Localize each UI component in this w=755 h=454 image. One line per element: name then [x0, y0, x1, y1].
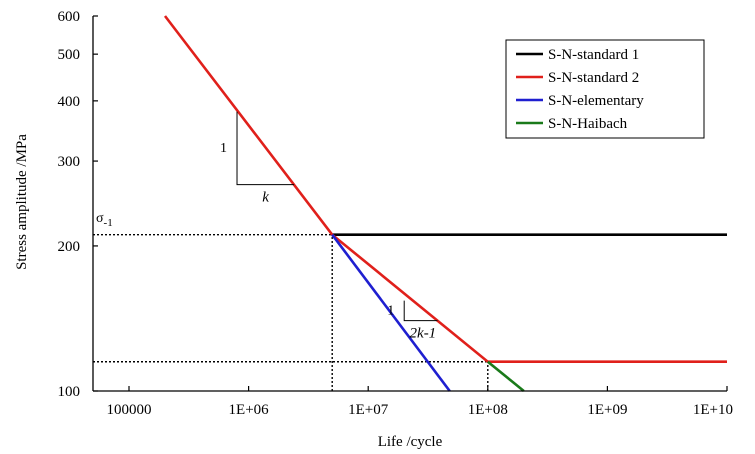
series-line-s-n-standard-2	[163, 15, 727, 364]
sigma-label: σ-1	[96, 211, 113, 229]
ticks: 100000 1E+06 1E+07 1E+08 1E+09 1E+10 100 200 300…	[58, 9, 734, 418]
legend-label-s-n-elementary: S-N-elementary	[548, 93, 644, 109]
series-line-s-n-haibach	[486, 360, 525, 393]
slope-triangles: 1 k 1 2k-1	[220, 111, 438, 342]
y-tick-label-0: 100	[58, 384, 81, 400]
legend: S-N-standard 1 S-N-standard 2 S-N-elementa…	[505, 39, 705, 139]
sigma-symbol: σ	[96, 211, 104, 226]
y-tick-label-4: 500	[58, 47, 81, 63]
slope-triangle-1	[403, 300, 438, 322]
x-tick-label-3: 1E+08	[468, 402, 508, 418]
y-tick-label-3: 400	[58, 94, 81, 110]
x-tick-label-5: 1E+10	[693, 402, 733, 418]
slope-rise-label-0: 1	[220, 141, 227, 156]
slope-triangle-0	[236, 111, 295, 186]
axes	[92, 16, 727, 392]
x-tick-label-1: 1E+06	[229, 402, 270, 418]
series-line-s-n-elementary	[331, 233, 451, 392]
x-tick-label-0: 100000	[107, 402, 152, 418]
y-tick-label-5: 600	[58, 9, 81, 25]
legend-label-s-n-standard-2: S-N-standard 2	[548, 70, 639, 86]
slope-run-label-1: 2k-1	[410, 326, 437, 342]
series-lines	[163, 15, 727, 393]
y-tick-label-1: 200	[58, 239, 81, 255]
legend-box	[505, 39, 705, 139]
y-tick-label-2: 300	[58, 154, 81, 170]
y-axis-title: Stress amplitude /MPa	[14, 134, 30, 270]
slope-rise-label-1: 1	[387, 304, 394, 319]
legend-label-s-n-haibach: S-N-Haibach	[548, 116, 628, 132]
slope-run-label-0: k	[262, 190, 269, 206]
legend-label-s-n-standard-1: S-N-standard 1	[548, 47, 639, 63]
sigma-subscript: -1	[104, 217, 113, 229]
x-tick-label-2: 1E+07	[348, 402, 389, 418]
x-axis-title: Life /cycle	[378, 434, 443, 450]
x-tick-label-4: 1E+09	[587, 402, 627, 418]
